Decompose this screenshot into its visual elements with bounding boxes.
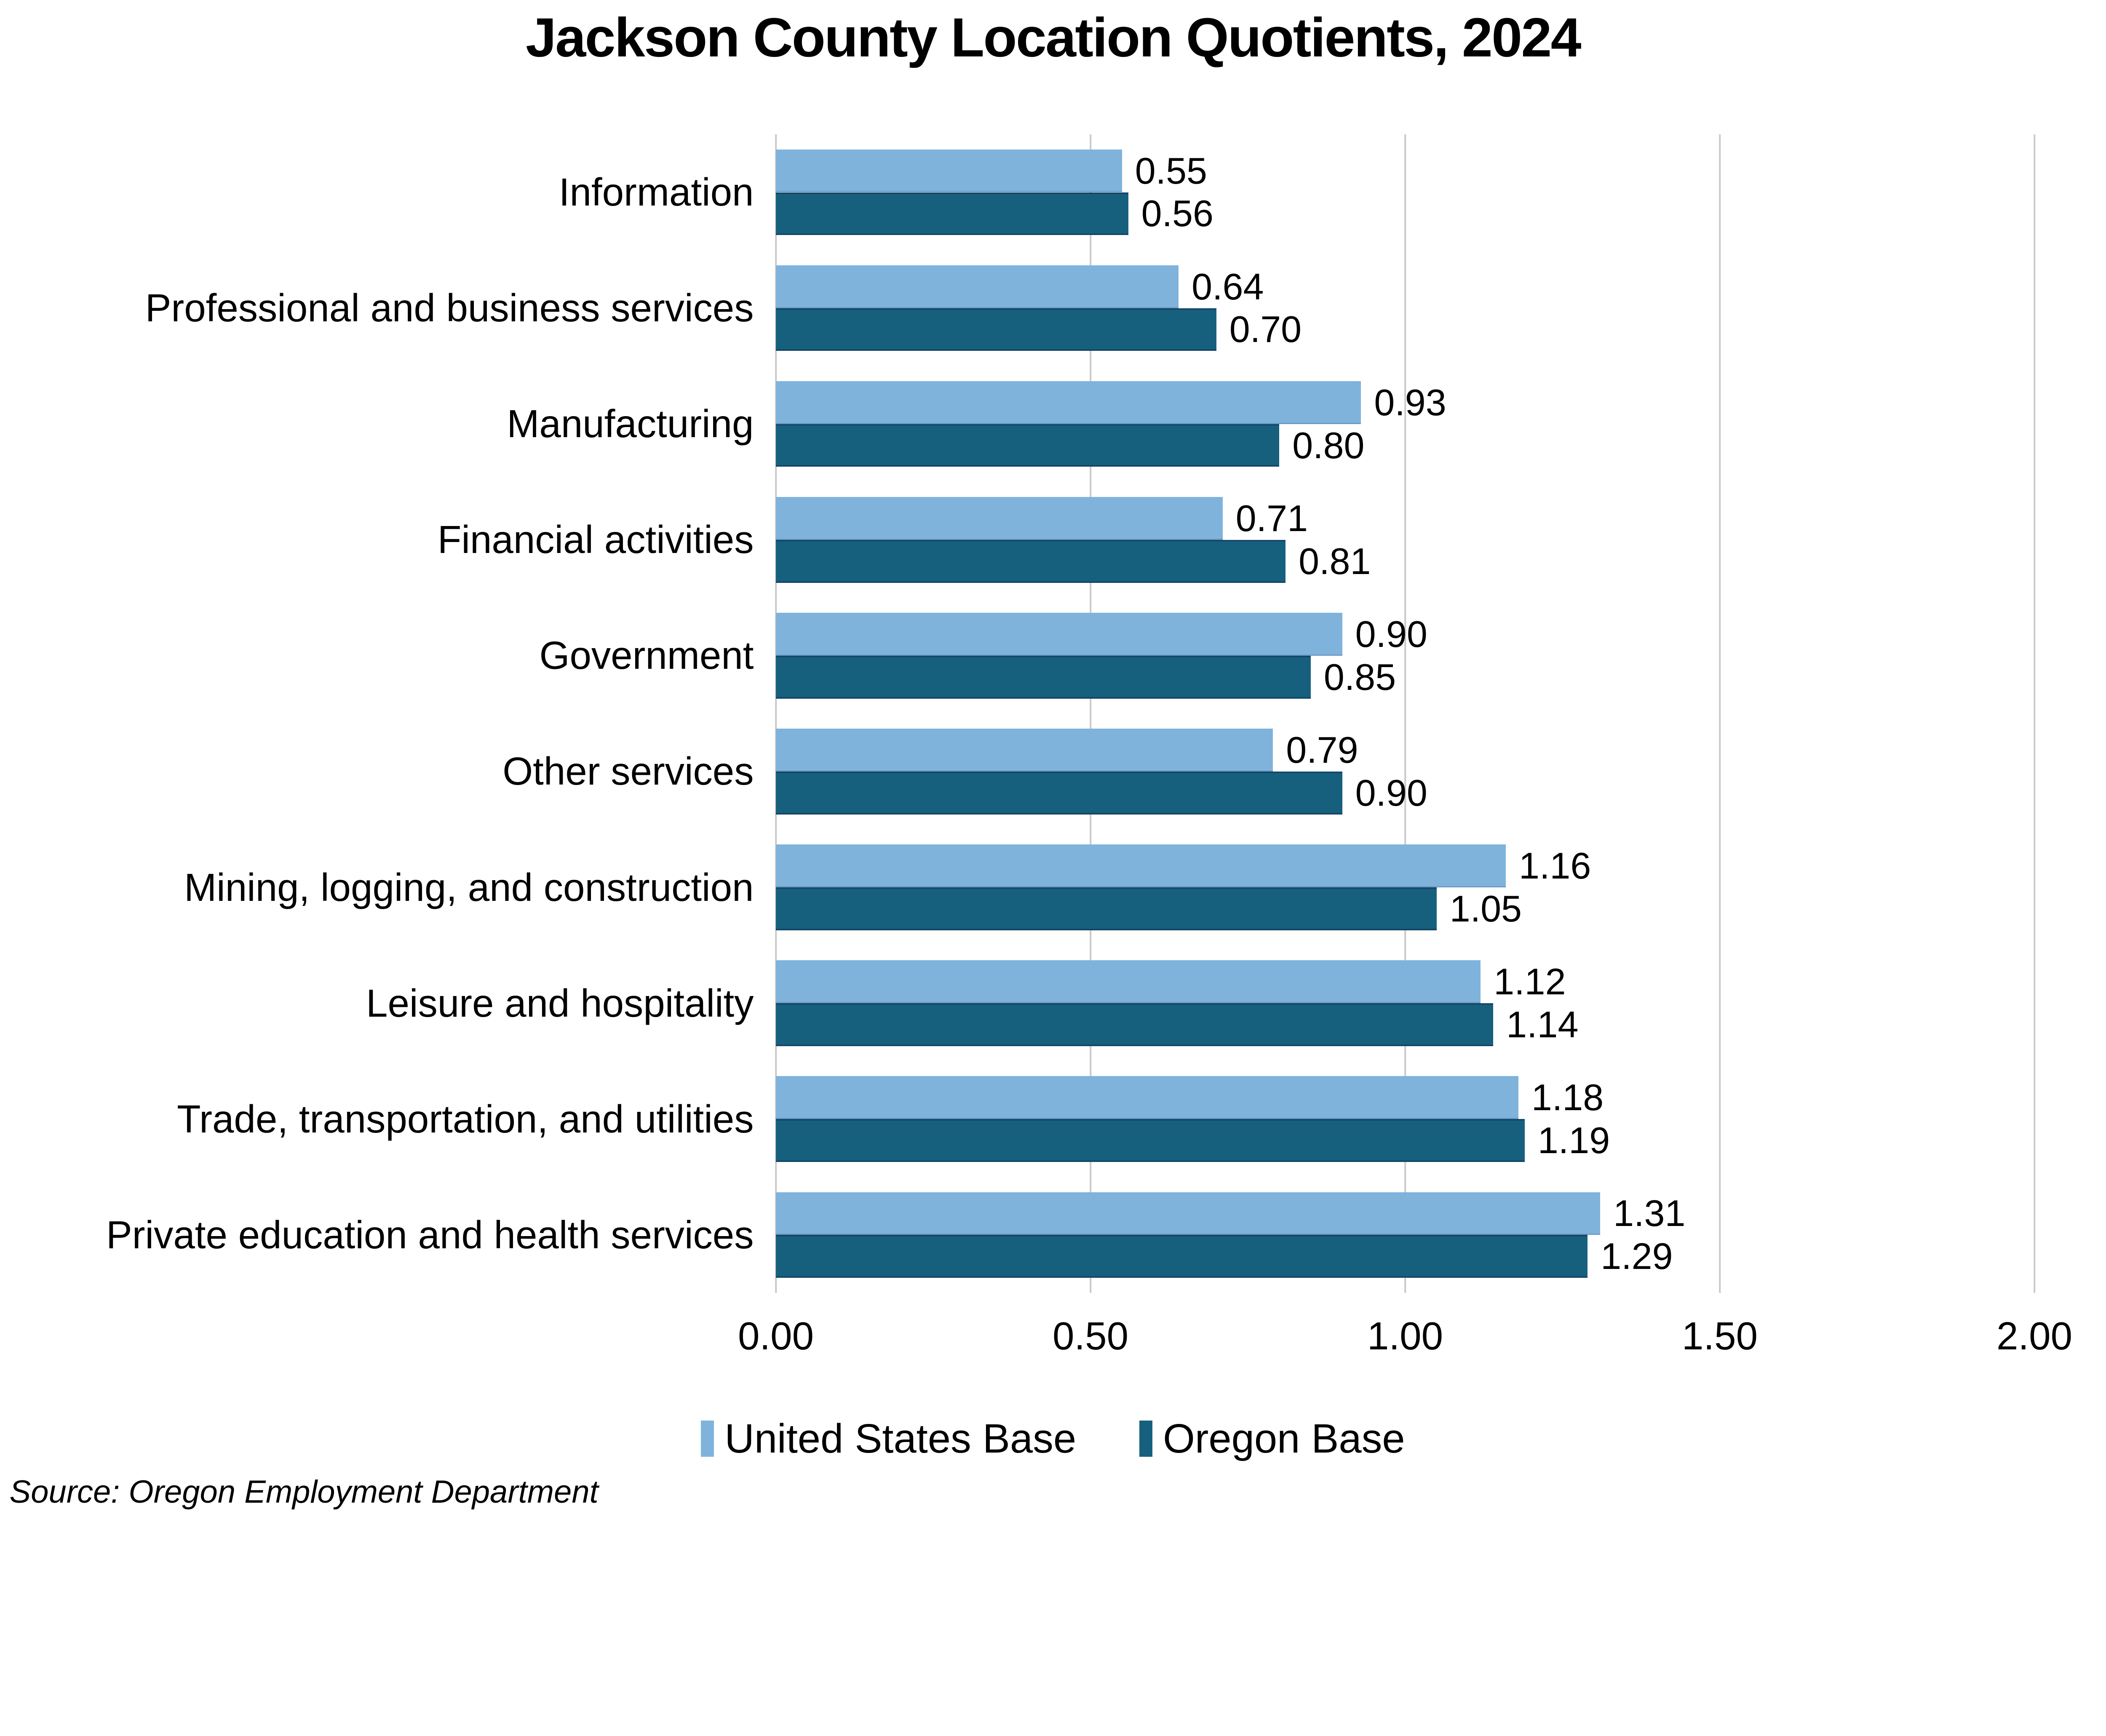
value-label-us-base: 0.90	[1355, 613, 1427, 655]
bar-us-base	[776, 149, 1122, 192]
bar-us-base	[776, 1076, 1518, 1119]
value-label-us-base: 0.71	[1235, 497, 1308, 539]
category-label: Information	[559, 170, 754, 214]
legend-swatch-us-base	[701, 1420, 714, 1457]
value-label-oregon-base: 1.19	[1537, 1119, 1610, 1162]
bar-track: 1.18 1.19	[776, 1061, 2034, 1177]
bar-oregon-base	[776, 539, 1286, 583]
legend-swatch-oregon-base	[1139, 1420, 1153, 1457]
bar-oregon-base	[776, 1003, 1494, 1046]
bar-us-base	[776, 265, 1179, 308]
bar-oregon-base	[776, 308, 1216, 351]
category-label: Government	[539, 633, 754, 678]
category-label: Trade, transportation, and utilities	[177, 1097, 754, 1141]
value-label-oregon-base: 1.29	[1601, 1235, 1673, 1277]
value-label-oregon-base: 0.90	[1355, 772, 1427, 814]
gridline	[2034, 134, 2035, 1293]
legend: United States Base Oregon Base	[0, 1415, 2106, 1462]
value-label-oregon-base: 0.81	[1299, 540, 1371, 582]
value-label-us-base: 0.79	[1286, 729, 1358, 771]
category-row: Leisure and hospitality 1.12 1.14	[0, 945, 2106, 1061]
bar-us-base	[776, 844, 1506, 888]
category-row: Manufacturing 0.93 0.80	[0, 366, 2106, 482]
x-tick-label: 1.50	[1681, 1314, 1758, 1358]
category-label: Other services	[502, 749, 754, 793]
category-label: Financial activities	[437, 518, 754, 562]
bar-track: 1.31 1.29	[776, 1177, 2034, 1293]
category-row: Private education and health services 1.3…	[0, 1177, 2106, 1293]
value-label-oregon-base: 1.05	[1449, 887, 1522, 929]
category-label: Professional and business services	[145, 286, 754, 330]
bar-us-base	[776, 960, 1481, 1004]
bar-us-base	[776, 1192, 1601, 1235]
bar-oregon-base	[776, 424, 1280, 467]
bar-rows: Information 0.55 0.56 Professional and busi…	[0, 134, 2106, 1293]
value-label-us-base: 0.55	[1135, 150, 1207, 192]
bar-oregon-base	[776, 887, 1437, 930]
value-label-oregon-base: 0.80	[1292, 424, 1365, 466]
gridline	[775, 134, 777, 1293]
category-label: Leisure and hospitality	[366, 981, 754, 1025]
legend-label-us-base: United States Base	[724, 1415, 1077, 1461]
bar-track: 0.64 0.70	[776, 250, 2034, 366]
value-label-oregon-base: 1.14	[1506, 1004, 1579, 1046]
source-note: Source: Oregon Employment Department	[9, 1474, 599, 1510]
category-label: Manufacturing	[507, 402, 754, 446]
category-row: Mining, logging, and construction 1.16 1.0…	[0, 830, 2106, 945]
value-label-us-base: 0.64	[1192, 265, 1264, 307]
legend-label-oregon-base: Oregon Base	[1163, 1415, 1405, 1461]
category-row: Trade, transportation, and utilities 1.18…	[0, 1061, 2106, 1177]
x-tick-label: 0.50	[1052, 1314, 1129, 1358]
bar-us-base	[776, 497, 1223, 540]
location-quotients-chart: Jackson County Location Quotients, 2024 …	[0, 6, 2106, 1510]
gridline	[1090, 134, 1091, 1293]
category-row: Professional and business services 0.64 0.…	[0, 250, 2106, 366]
bar-track: 1.12 1.14	[776, 945, 2034, 1061]
bar-track: 0.90 0.85	[776, 598, 2034, 713]
category-row: Information 0.55 0.56	[0, 134, 2106, 250]
value-label-us-base: 1.31	[1613, 1192, 1686, 1234]
bar-us-base	[776, 613, 1342, 656]
category-row: Other services 0.79 0.90	[0, 713, 2106, 829]
bar-oregon-base	[776, 192, 1128, 235]
bar-oregon-base	[776, 1119, 1525, 1162]
bar-oregon-base	[776, 771, 1342, 815]
bar-track: 0.55 0.56	[776, 134, 2034, 250]
value-label-us-base: 1.12	[1494, 961, 1566, 1003]
category-label: Mining, logging, and construction	[184, 865, 754, 909]
value-label-oregon-base: 0.56	[1141, 192, 1213, 235]
bar-us-base	[776, 729, 1273, 772]
x-axis: 0.00 0.50 1.00 1.50 2.00	[738, 1314, 2072, 1383]
category-row: Financial activities 0.71 0.81	[0, 482, 2106, 598]
bar-track: 0.93 0.80	[776, 366, 2034, 482]
legend-item-us-base: United States Base	[701, 1415, 1076, 1462]
value-label-us-base: 0.93	[1374, 381, 1446, 423]
legend-item-oregon-base: Oregon Base	[1139, 1415, 1405, 1462]
x-tick-label: 1.00	[1367, 1314, 1443, 1358]
bar-us-base	[776, 381, 1361, 424]
value-label-us-base: 1.18	[1531, 1076, 1604, 1119]
category-row: Government 0.90 0.85	[0, 598, 2106, 713]
value-label-oregon-base: 0.85	[1323, 656, 1396, 698]
bar-track: 0.79 0.90	[776, 713, 2034, 829]
plot-area: Information 0.55 0.56 Professional and busi…	[0, 134, 2106, 1358]
x-tick-label: 0.00	[738, 1314, 814, 1358]
gridline-layer	[775, 134, 2035, 1293]
bar-track: 0.71 0.81	[776, 482, 2034, 598]
bar-track: 1.16 1.05	[776, 830, 2034, 945]
value-label-us-base: 1.16	[1519, 845, 1591, 887]
value-label-oregon-base: 0.70	[1229, 308, 1302, 350]
x-tick-label: 2.00	[1996, 1314, 2073, 1358]
bar-oregon-base	[776, 1235, 1588, 1278]
gridline	[1719, 134, 1721, 1293]
chart-title: Jackson County Location Quotients, 2024	[526, 6, 1581, 68]
bar-oregon-base	[776, 655, 1311, 699]
gridline	[1404, 134, 1406, 1293]
category-label: Private education and health services	[106, 1213, 754, 1257]
